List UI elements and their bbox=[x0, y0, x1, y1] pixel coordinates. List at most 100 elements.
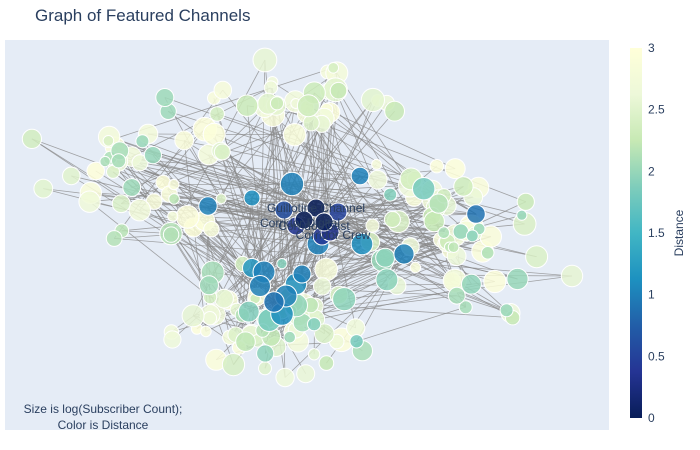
graph-node bbox=[307, 317, 322, 332]
graph-node bbox=[269, 96, 285, 111]
graph-node bbox=[525, 245, 549, 269]
node-label: Corridor Crew bbox=[296, 228, 371, 242]
graph-edge bbox=[246, 105, 265, 273]
graph-node bbox=[256, 344, 275, 363]
graph-node bbox=[131, 154, 149, 172]
graph-edge bbox=[173, 183, 293, 185]
graph-node bbox=[294, 210, 314, 230]
graph-edge bbox=[338, 90, 467, 308]
graph-node bbox=[167, 210, 179, 222]
colorbar-tick-label: 2.5 bbox=[648, 103, 665, 117]
graph-node bbox=[276, 258, 288, 270]
graph-node bbox=[209, 106, 225, 122]
graph-node bbox=[444, 158, 466, 180]
graph-node bbox=[314, 257, 339, 282]
graph-node bbox=[162, 226, 180, 243]
graph-edge bbox=[356, 306, 466, 342]
graph-node bbox=[258, 361, 272, 376]
graph-node bbox=[21, 128, 42, 149]
graph-edge bbox=[251, 105, 309, 199]
colorbar-ticks: 0 0.5 1 1.5 2 2.5 3 bbox=[648, 41, 665, 425]
graph-node bbox=[213, 80, 233, 100]
graph-edge bbox=[168, 110, 525, 225]
graph-node bbox=[318, 355, 335, 371]
graph-node bbox=[383, 211, 401, 228]
graph-node bbox=[263, 291, 285, 313]
graph-edge bbox=[216, 113, 416, 180]
graph-node bbox=[163, 330, 182, 349]
graph-edge bbox=[285, 122, 312, 297]
graph-node bbox=[122, 178, 142, 197]
note-line-color: Color is Distance bbox=[57, 418, 149, 432]
graph-node bbox=[516, 209, 528, 221]
graph-node bbox=[329, 81, 348, 100]
node-label: Corridor Digital bbox=[260, 216, 340, 230]
graph-node bbox=[181, 304, 205, 328]
graph-node bbox=[275, 367, 295, 388]
graph-node bbox=[200, 325, 212, 338]
colorbar-tick-label: 3 bbox=[648, 41, 655, 55]
graph-node bbox=[99, 155, 111, 168]
colorbar-tick-label: 0 bbox=[648, 411, 655, 425]
graph-node bbox=[105, 230, 123, 247]
graph-node bbox=[214, 288, 234, 309]
graph-node bbox=[213, 143, 231, 161]
graph-node bbox=[314, 212, 334, 232]
graph-node bbox=[215, 193, 227, 205]
graph-node bbox=[203, 221, 220, 238]
graph-node bbox=[365, 218, 380, 233]
node-label: Guillotine Channel bbox=[267, 201, 365, 215]
graph-node bbox=[111, 194, 131, 214]
graph-node bbox=[350, 232, 374, 256]
graph-edge bbox=[214, 133, 461, 233]
graph-node bbox=[360, 87, 385, 113]
graph-node bbox=[375, 268, 399, 292]
graph-node bbox=[33, 178, 54, 199]
graph-node bbox=[102, 135, 115, 147]
graph-node bbox=[263, 80, 279, 95]
graph-node bbox=[237, 300, 260, 323]
graph-node bbox=[296, 94, 320, 118]
graph-node bbox=[143, 146, 162, 165]
graph-node bbox=[62, 166, 81, 186]
graph-node bbox=[409, 261, 422, 274]
graph-node bbox=[221, 353, 246, 377]
graph-node bbox=[174, 130, 195, 151]
graph-node bbox=[243, 189, 261, 207]
graph-node bbox=[447, 286, 466, 305]
graph-node bbox=[367, 169, 388, 190]
chart-title: Graph of Featured Channels bbox=[35, 6, 251, 25]
graph-node bbox=[155, 88, 175, 107]
graph-node bbox=[453, 176, 474, 197]
nodes-layer bbox=[21, 47, 584, 388]
colorbar-tick-label: 2 bbox=[648, 164, 655, 178]
colorbar: 0 0.5 1 1.5 2 2.5 3 Distance bbox=[630, 41, 686, 425]
graph-node bbox=[506, 267, 529, 291]
graph-node bbox=[296, 364, 316, 384]
graph-node bbox=[447, 241, 460, 253]
graph-node bbox=[199, 275, 219, 296]
graph-node bbox=[428, 193, 449, 214]
graph-node bbox=[135, 134, 150, 149]
graph-node bbox=[249, 275, 271, 297]
graph-node bbox=[302, 114, 320, 132]
graph-node bbox=[328, 202, 348, 222]
graph-node bbox=[375, 247, 396, 268]
graph-node bbox=[292, 264, 312, 284]
graph-node bbox=[111, 153, 127, 169]
graph-node bbox=[307, 348, 321, 361]
graph-node bbox=[350, 166, 370, 186]
graph-node bbox=[252, 47, 278, 73]
graph-node bbox=[175, 204, 200, 229]
colorbar-tick-label: 0.5 bbox=[648, 349, 665, 363]
graph-edge bbox=[114, 146, 211, 298]
graph-node bbox=[168, 178, 180, 191]
graph-node bbox=[393, 243, 415, 265]
graph-node bbox=[86, 161, 105, 181]
graph-edge bbox=[321, 123, 526, 203]
graph-node bbox=[480, 246, 495, 260]
colorbar-tick-label: 1 bbox=[648, 288, 655, 302]
graph-node bbox=[327, 62, 340, 74]
graph-node bbox=[384, 100, 406, 122]
